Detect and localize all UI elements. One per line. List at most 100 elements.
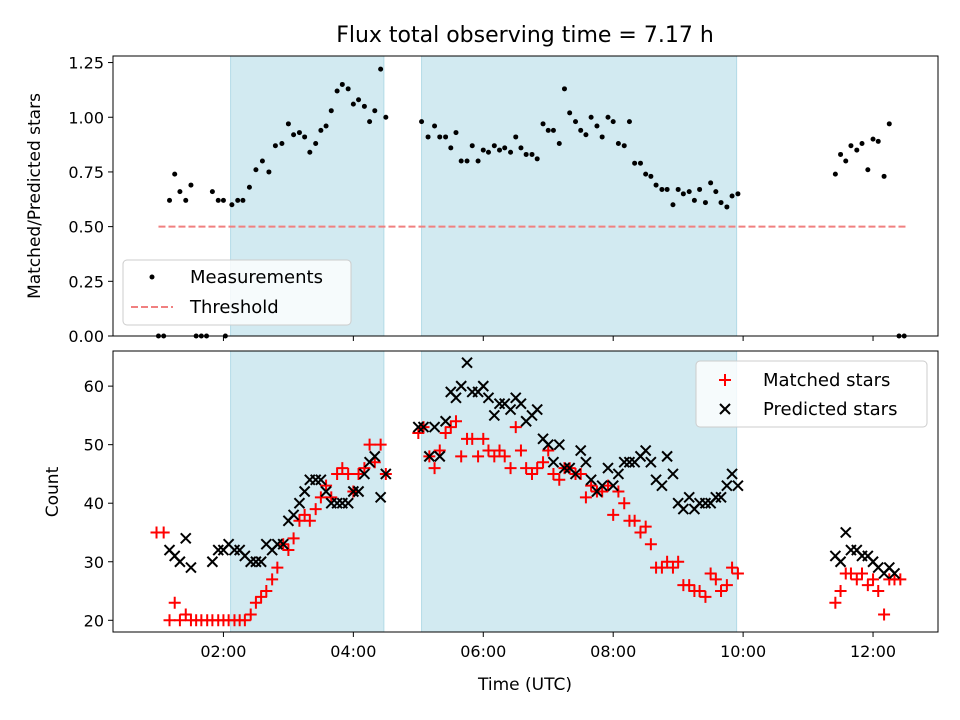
measurements-point-95 xyxy=(697,186,703,192)
measurements-point-38 xyxy=(356,97,362,103)
measurements-point-97 xyxy=(708,180,714,186)
measurements-point-104 xyxy=(838,151,844,157)
measurements-point-106 xyxy=(848,143,854,149)
matched-stars-point-24 xyxy=(282,544,295,557)
measurements-point-86 xyxy=(648,173,654,179)
predicted-stars-point-12 xyxy=(245,556,257,568)
legend-measurements-marker xyxy=(149,274,155,280)
measurements-point-87 xyxy=(653,182,659,188)
x-axis-label: Time (UTC) xyxy=(477,675,572,695)
measurements-point-26 xyxy=(291,132,297,138)
matched-stars-point-48 xyxy=(439,426,452,439)
measurements-point-71 xyxy=(567,110,573,116)
predicted-stars-point-20 xyxy=(287,509,300,521)
legend-threshold-label: Threshold xyxy=(189,297,279,318)
matched-stars-point-81 xyxy=(618,497,631,510)
ratio-y-tick-label-5: 1.25 xyxy=(68,54,104,73)
matched-stars-point-59 xyxy=(498,450,511,463)
counts-y-tick-label-4: 60 xyxy=(84,377,104,396)
matched-stars-point-100 xyxy=(720,579,733,592)
counts-axes-frame xyxy=(112,350,939,633)
predicted-stars-point-13 xyxy=(250,556,262,568)
ratio-x-ticks xyxy=(222,336,874,341)
matched-stars-point-80 xyxy=(612,485,625,498)
matched-stars-point-103 xyxy=(829,596,842,609)
measurements-point-14 xyxy=(215,197,221,203)
predicted-stars-point-25 xyxy=(315,474,327,486)
measurements-point-112 xyxy=(881,173,887,179)
measurements-point-60 xyxy=(508,149,514,155)
matched-stars-point-29 xyxy=(309,503,322,516)
predicted-stars-point-24 xyxy=(309,474,322,486)
measurements-point-55 xyxy=(480,147,486,153)
matched-stars-point-5 xyxy=(179,608,192,621)
x-tick-label-3: 08:00 xyxy=(590,642,636,661)
x-tick-label-0: 02:00 xyxy=(200,642,246,661)
measurements-point-9 xyxy=(172,171,178,177)
matched-stars-point-104 xyxy=(834,585,847,598)
measurements-point-101 xyxy=(729,193,735,199)
matched-stars-point-99 xyxy=(715,585,728,598)
matched-stars-point-66 xyxy=(537,456,550,469)
counts-y-tick-label-1: 30 xyxy=(84,553,104,572)
measurements-point-44 xyxy=(419,119,425,125)
matched-stars-point-68 xyxy=(547,467,560,480)
counts-y-axis-label: Count xyxy=(43,466,63,517)
predicted-stars-point-53 xyxy=(493,397,506,410)
predicted-stars-point-94 xyxy=(715,491,727,504)
measurements-point-107 xyxy=(854,147,860,153)
measurements-point-31 xyxy=(318,127,324,133)
measurements-point-73 xyxy=(578,127,584,133)
measurements-point-108 xyxy=(859,141,865,146)
matched-stars-point-91 xyxy=(672,555,685,568)
ratio-y-tick-label-0: 0.00 xyxy=(68,327,104,346)
predicted-stars-point-55 xyxy=(504,403,517,416)
ratio-legend: Measurements Threshold xyxy=(122,259,352,326)
measurements-point-25 xyxy=(285,121,291,127)
measurements-point-81 xyxy=(621,143,627,149)
measurements-point-78 xyxy=(605,114,611,120)
matched-stars-point-47 xyxy=(433,444,446,457)
matched-stars-point-79 xyxy=(607,508,620,521)
measurements-point-62 xyxy=(518,145,524,151)
measurements-point-80 xyxy=(615,141,621,146)
predicted-stars-point-14 xyxy=(255,556,267,568)
matched-stars-point-109 xyxy=(861,579,874,592)
measurements-point-92 xyxy=(680,191,686,197)
measurements-point-76 xyxy=(594,123,600,129)
matched-stars-point-90 xyxy=(666,561,679,574)
matched-stars-point-61 xyxy=(509,421,522,434)
measurements-point-77 xyxy=(599,134,605,140)
measurements-point-24 xyxy=(279,141,285,146)
predicted-stars-point-39 xyxy=(417,421,430,433)
ratio-y-tick-label-4: 1.00 xyxy=(68,108,104,127)
predicted-stars-point-63 xyxy=(547,456,560,468)
matched-stars-point-16 xyxy=(238,614,251,627)
matched-stars-point-30 xyxy=(314,491,327,504)
matched-stars-point-32 xyxy=(325,491,338,504)
matched-stars-point-107 xyxy=(850,573,863,586)
matched-stars-point-38 xyxy=(358,462,371,475)
ratio-y-ticks: 0.00 0.25 0.50 0.75 1.00 1.25 xyxy=(68,54,113,346)
counts-y-tick-label-2: 40 xyxy=(84,494,104,513)
matched-stars-point-98 xyxy=(709,573,722,586)
predicted-stars-point-77 xyxy=(623,456,636,468)
measurements-point-16 xyxy=(229,202,235,208)
predicted-stars-point-109 xyxy=(888,567,901,580)
predicted-stars-point-80 xyxy=(639,444,652,457)
measurements-point-28 xyxy=(302,134,308,140)
measurements-point-46 xyxy=(432,123,438,129)
predicted-stars-point-31 xyxy=(347,485,360,498)
legend-matched-marker xyxy=(719,374,731,386)
predicted-stars-point-2 xyxy=(174,556,186,568)
matched-stars-point-101 xyxy=(726,561,739,574)
matched-stars-point-22 xyxy=(271,561,284,574)
matched-stars-point-17 xyxy=(244,608,257,621)
matched-stars-point-19 xyxy=(255,590,268,603)
legend-matched-label: Matched stars xyxy=(763,370,890,391)
measurements-point-65 xyxy=(534,156,540,162)
measurements-point-33 xyxy=(328,108,334,114)
matched-stars-point-25 xyxy=(287,532,300,545)
predicted-stars-point-46 xyxy=(455,380,467,392)
counts-legend-box xyxy=(695,360,928,428)
